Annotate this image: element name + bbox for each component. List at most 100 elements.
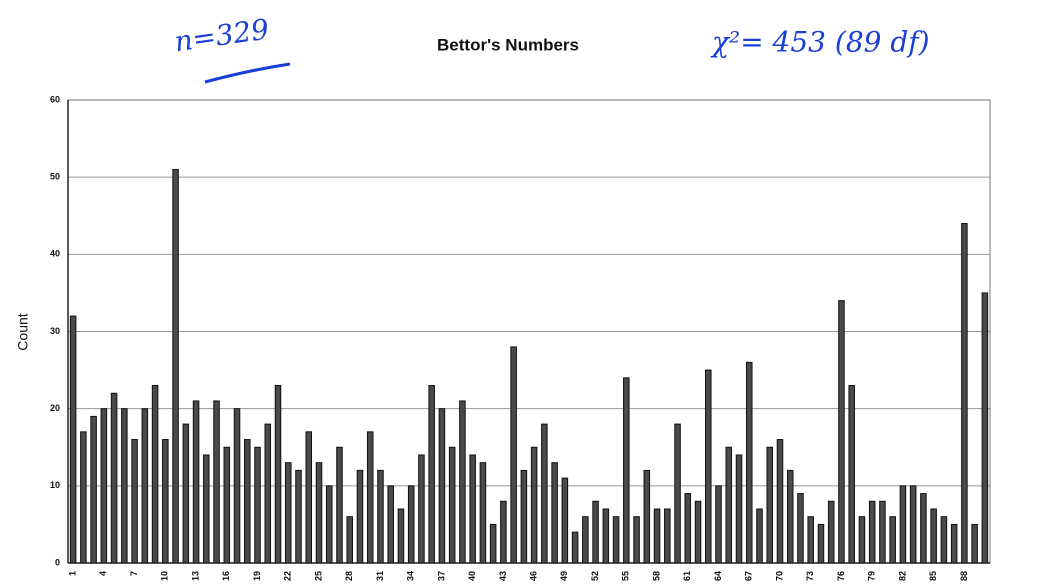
bar (141, 408, 149, 564)
bar (971, 523, 978, 564)
bar (602, 508, 610, 564)
x-tick-label: 85 (928, 571, 938, 581)
bar (633, 516, 640, 564)
bar (909, 485, 917, 564)
bar (551, 462, 558, 564)
bar (664, 508, 671, 564)
y-tick-label: 10 (50, 480, 60, 490)
bar (233, 408, 241, 564)
bar (930, 508, 937, 564)
bar (725, 446, 733, 564)
bar (561, 477, 569, 564)
bar (182, 423, 190, 564)
bar (817, 523, 825, 564)
bar (961, 222, 968, 564)
bar (623, 377, 630, 564)
bar (889, 516, 896, 564)
bar (674, 423, 681, 564)
bar (397, 508, 405, 564)
bar (315, 462, 323, 564)
bar (745, 361, 753, 564)
bar (479, 462, 487, 564)
x-tick-label: 37 (436, 571, 446, 581)
bar (69, 315, 77, 564)
bar (131, 439, 138, 564)
bar (582, 516, 589, 564)
bar (500, 500, 507, 564)
bar (121, 408, 128, 564)
x-tick-label: 4 (98, 571, 108, 576)
x-tick-label: 13 (190, 571, 200, 581)
bar (653, 508, 661, 564)
bar (100, 408, 108, 564)
y-tick-label: 50 (50, 172, 60, 182)
bar (940, 516, 948, 564)
y-tick-label: 20 (50, 403, 60, 413)
bar (274, 385, 282, 564)
y-axis-label: Count (15, 313, 31, 350)
x-tick-label: 49 (559, 571, 569, 581)
bar (756, 508, 763, 564)
bar (571, 531, 579, 564)
x-tick-label: 46 (528, 571, 538, 581)
bar (336, 446, 343, 564)
x-tick-label: 58 (651, 571, 661, 581)
bar (715, 485, 722, 564)
bar (448, 446, 456, 564)
x-tick-label: 82 (897, 571, 907, 581)
bar (469, 454, 476, 564)
x-tick-label: 55 (621, 571, 631, 581)
x-tick-label: 79 (867, 571, 877, 581)
bar (981, 292, 989, 564)
bar (254, 446, 261, 564)
bar (797, 493, 804, 564)
bar (90, 415, 97, 564)
x-tick-label: 70 (774, 571, 784, 581)
bar (838, 300, 845, 564)
x-tick-label: 88 (959, 571, 969, 581)
bar (162, 439, 169, 564)
y-tick-label: 30 (50, 326, 60, 336)
x-tick-label: 64 (713, 571, 723, 581)
bar (407, 485, 415, 564)
bar (151, 385, 159, 564)
bar (858, 516, 866, 564)
y-tick-label: 0 (55, 557, 60, 567)
bar (766, 446, 774, 564)
bar (346, 516, 353, 564)
bar (807, 516, 814, 564)
x-tick-label: 22 (283, 571, 293, 581)
bar (541, 423, 548, 564)
bar (213, 400, 220, 564)
x-tick-label: 61 (682, 571, 692, 581)
x-tick-label: 73 (805, 571, 815, 581)
x-tick-label: 16 (221, 571, 231, 581)
annotation: χ²= 453 (89 df) (710, 26, 930, 59)
bar (80, 431, 87, 564)
x-tick-label: 7 (129, 571, 139, 576)
bar (203, 454, 210, 564)
x-tick-label: 1 (67, 571, 77, 576)
y-tick-label: 40 (50, 249, 60, 259)
bar (530, 446, 538, 564)
bar (377, 469, 384, 564)
bar (428, 385, 435, 564)
bar (899, 485, 907, 564)
x-tick-label: 19 (252, 571, 262, 581)
bar (418, 454, 425, 564)
x-tick-label: 40 (467, 571, 477, 581)
bar (325, 485, 333, 564)
bar (356, 469, 364, 564)
bar (950, 523, 958, 564)
bar (510, 346, 517, 564)
bar (223, 446, 231, 564)
bar (438, 408, 446, 564)
bar (305, 431, 313, 564)
bar (612, 516, 620, 564)
bar (366, 431, 374, 564)
bar (786, 469, 794, 564)
bar (694, 500, 702, 564)
bar (295, 469, 302, 564)
x-tick-label: 31 (375, 571, 385, 581)
